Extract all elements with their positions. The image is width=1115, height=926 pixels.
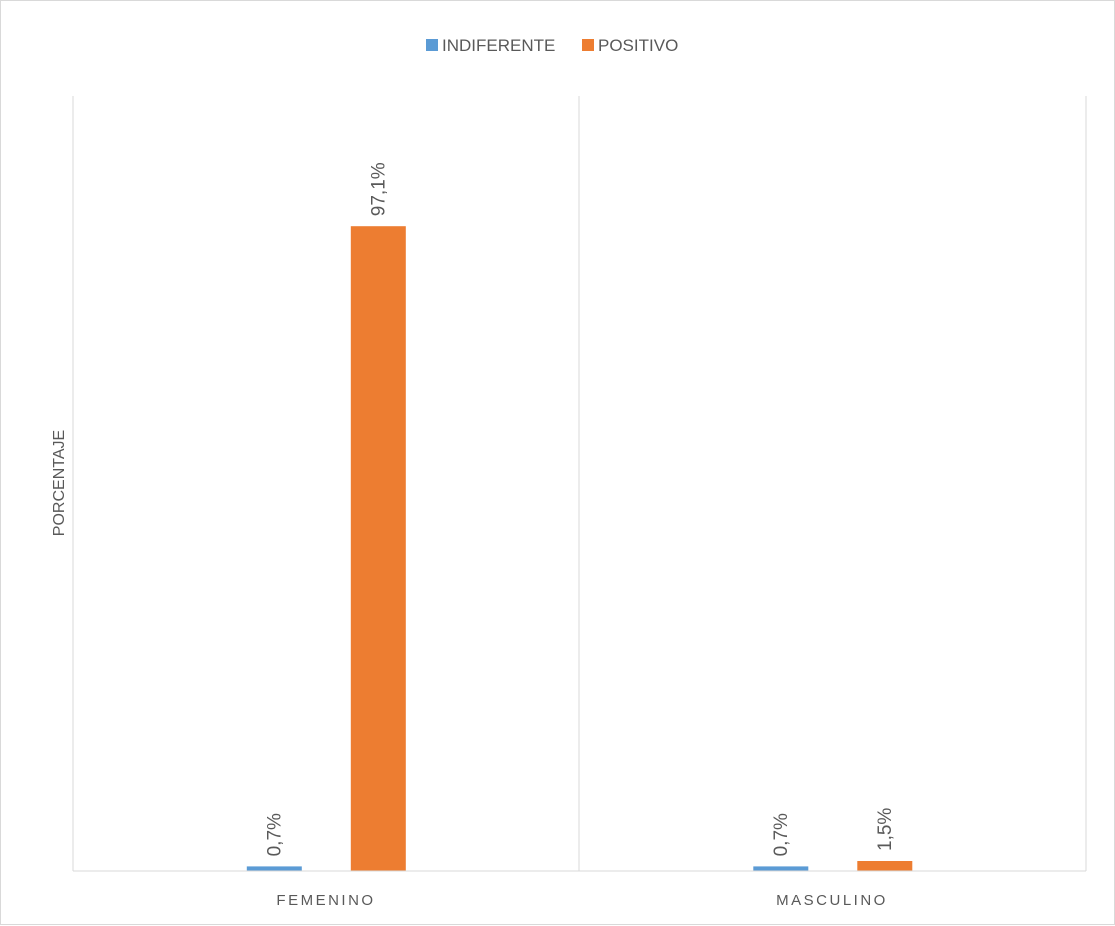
legend-label-positivo: POSITIVO: [598, 36, 678, 55]
legend: INDIFERENTE POSITIVO: [426, 36, 678, 55]
legend-swatch-indiferente: [426, 39, 438, 51]
x-tick-label-femenino: FEMENINO: [276, 892, 375, 909]
bar-masculino-positivo: [857, 861, 913, 871]
y-axis-title: PORCENTAJE: [51, 430, 68, 536]
data-label-masculino-indiferente: 0,7%: [771, 813, 792, 856]
legend-swatch-positivo: [582, 39, 594, 51]
data-label-masculino-positivo: 1,5%: [875, 808, 896, 851]
bar-masculino-indiferente: [753, 866, 809, 871]
bar-femenino-indiferente: [246, 866, 302, 871]
legend-label-indiferente: INDIFERENTE: [442, 36, 555, 55]
data-label-femenino-indiferente: 0,7%: [264, 813, 285, 856]
data-label-femenino-positivo: 97,1%: [368, 162, 389, 216]
bars-group: 0,7% 97,1% 0,7% 1,5%: [246, 162, 913, 871]
bar-femenino-positivo: [350, 226, 406, 871]
x-tick-label-masculino: MASCULINO: [776, 892, 888, 909]
